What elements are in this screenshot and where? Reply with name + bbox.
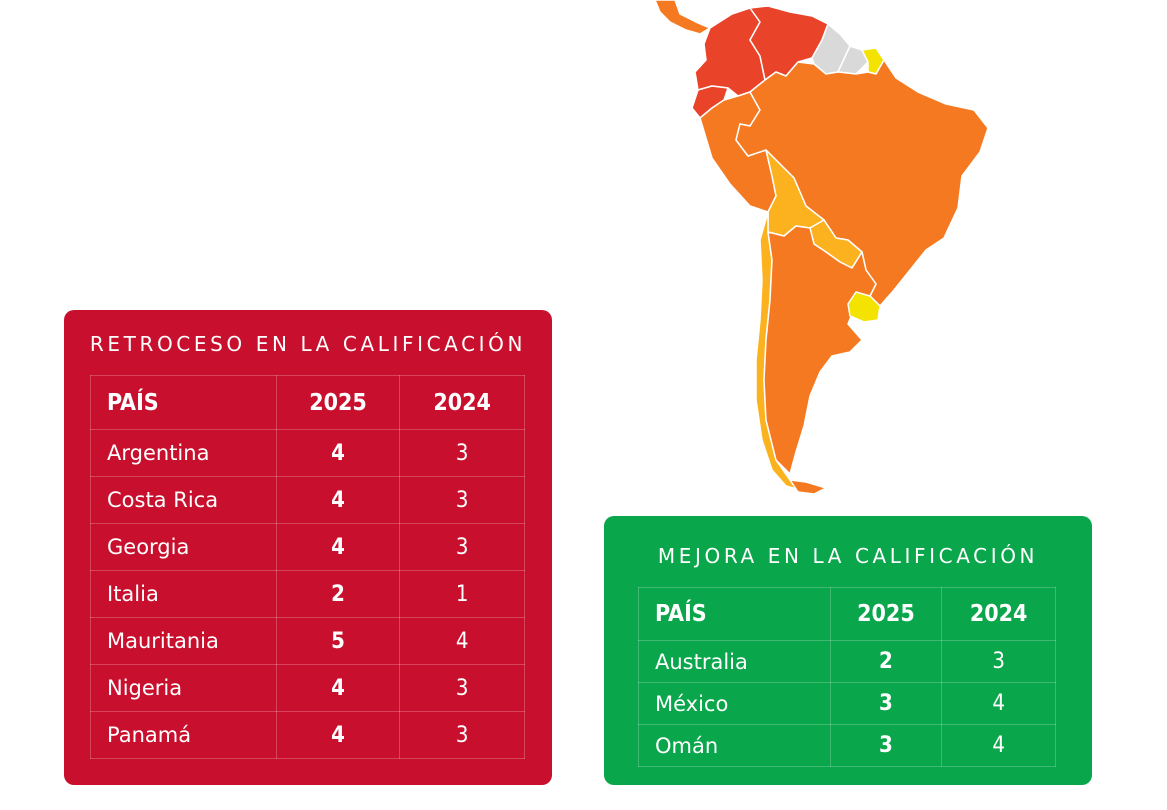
downgrade-panel: RETROCESO EN LA CALIFICACIÓN PAÍS 2025 2… [64, 310, 552, 785]
upgrade-panel: MEJORA EN LA CALIFICACIÓN PAÍS 2025 2024… [604, 516, 1092, 785]
country-name: Italia [90, 570, 277, 618]
table-row: México 3 4 [638, 682, 1056, 725]
country-name: Mauritania [90, 617, 277, 665]
table-row: Italia 2 1 [90, 570, 525, 618]
table-row: Georgia 4 3 [90, 523, 525, 571]
downgrade-header-row: PAÍS 2025 2024 [90, 375, 525, 430]
country-name: México [638, 682, 831, 725]
rating-2024: 3 [399, 523, 525, 571]
table-row: Mauritania 5 4 [90, 617, 525, 665]
rating-2025: 2 [275, 570, 401, 618]
map-region-central-america [654, 0, 711, 35]
rating-2024: 4 [399, 617, 525, 665]
table-row: Costa Rica 4 3 [90, 476, 525, 524]
downgrade-table: PAÍS 2025 2024 Argentina 4 3 Costa Rica … [90, 375, 525, 759]
map-region-brazil [735, 59, 989, 307]
rating-2024: 3 [399, 476, 525, 524]
country-name: Argentina [90, 429, 277, 477]
country-name: Georgia [90, 523, 277, 571]
upgrade-table: PAÍS 2025 2024 Australia 2 3 México 3 4 … [638, 587, 1056, 767]
rating-2024: 1 [399, 570, 525, 618]
rating-2025: 3 [829, 682, 943, 725]
rating-2024: 3 [399, 711, 525, 759]
map-region-uruguay [847, 291, 881, 323]
rating-2025: 4 [275, 523, 401, 571]
rating-2024: 3 [399, 664, 525, 712]
country-name: Nigeria [90, 664, 277, 712]
rating-2025: 5 [275, 617, 401, 665]
column-header-country: PAÍS [638, 587, 831, 641]
country-name: Costa Rica [90, 476, 277, 524]
column-header-2024: 2024 [941, 587, 1056, 641]
table-row: Omán 3 4 [638, 724, 1056, 767]
rating-2025: 4 [275, 429, 401, 477]
map-region-colombia [694, 7, 766, 97]
downgrade-title: RETROCESO EN LA CALIFICACIÓN [89, 332, 527, 356]
rating-2025: 2 [829, 640, 943, 683]
country-name: Australia [638, 640, 831, 683]
country-name: Omán [638, 724, 831, 767]
rating-2024: 4 [941, 682, 1056, 725]
table-row: Panamá 4 3 [90, 711, 525, 759]
table-row: Argentina 4 3 [90, 429, 525, 477]
rating-2025: 4 [275, 711, 401, 759]
country-name: Panamá [90, 711, 277, 759]
rating-2024: 3 [941, 640, 1056, 683]
column-header-2024: 2024 [399, 375, 525, 430]
rating-2025: 3 [829, 724, 943, 767]
south-america-map [654, 0, 989, 495]
table-row: Australia 2 3 [638, 640, 1056, 683]
table-row: Nigeria 4 3 [90, 664, 525, 712]
map-region-argentina [763, 225, 877, 475]
column-header-country: PAÍS [90, 375, 277, 430]
upgrade-title: MEJORA EN LA CALIFICACIÓN [657, 544, 1039, 568]
map-region-tierra-del-fuego [789, 479, 827, 495]
rating-2025: 4 [275, 664, 401, 712]
rating-2024: 3 [399, 429, 525, 477]
column-header-2025: 2025 [829, 587, 943, 641]
rating-2025: 4 [275, 476, 401, 524]
column-header-2025: 2025 [275, 375, 401, 430]
upgrade-header-row: PAÍS 2025 2024 [638, 587, 1056, 641]
map-region-suriname [837, 45, 869, 75]
rating-2024: 4 [941, 724, 1056, 767]
